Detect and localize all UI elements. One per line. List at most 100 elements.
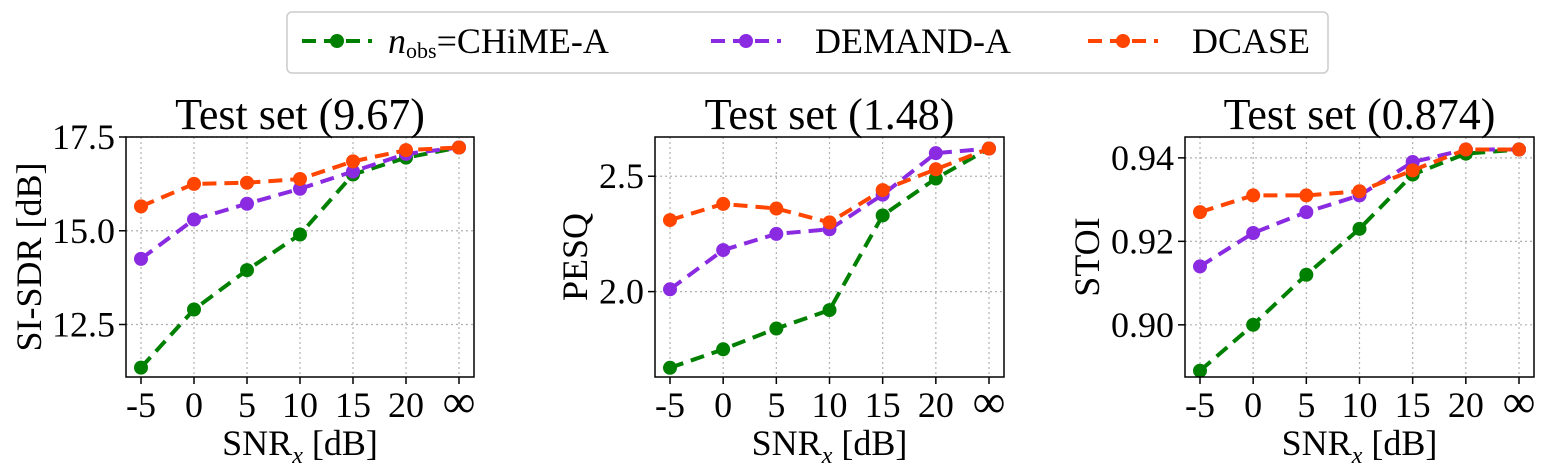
x-axis-label: SNRx [dB] [752, 423, 908, 469]
data-point-dcase [769, 201, 784, 216]
x-tick-label: 20 [388, 385, 424, 425]
data-point-dcase [928, 162, 943, 177]
data-point-dcase [240, 175, 254, 190]
chart-title: Test set (9.67) [175, 90, 425, 139]
chart-title: Test set (1.48) [705, 90, 955, 139]
x-axis-label-sub: x [1351, 443, 1363, 469]
data-point-demand [1246, 226, 1261, 240]
data-point-chime [1193, 363, 1207, 378]
legend-label-demand: DEMAND-A [815, 21, 1011, 61]
x-axis-label-unit: [dB] [303, 423, 378, 463]
data-point-dcase [663, 213, 677, 228]
data-point-dcase [875, 183, 890, 198]
data-point-dcase [982, 141, 996, 156]
data-point-demand [928, 146, 943, 161]
x-tick-label: 10 [282, 385, 318, 425]
legend-entry-dcase: DCASE [1088, 21, 1310, 61]
x-tick-label: 10 [1342, 385, 1378, 425]
x-axis-label-sub: x [291, 443, 303, 469]
x-axis-label-main: SNR [222, 423, 292, 463]
data-point-chime [1299, 267, 1314, 282]
y-tick-label: 0.92 [1111, 221, 1174, 261]
legend-label-chime-prefix: n [388, 21, 406, 61]
legend-marker-dcase [1116, 34, 1130, 48]
x-axis-label-main: SNR [752, 423, 822, 463]
x-tick-label: 0 [185, 385, 203, 425]
y-axis-label: SI-SDR [dB] [9, 162, 49, 351]
x-tick-label: ∞ [973, 376, 1006, 427]
data-point-dcase [1405, 163, 1420, 178]
x-tick-label: 10 [812, 385, 848, 425]
x-axis-label: SNRx [dB] [222, 423, 378, 469]
chart-panel-3: -5 0 5 10 15 20 ∞ 0.90 0.92 0.94 Test set (0.874) S… [1067, 90, 1535, 469]
x-tick-label: 20 [918, 385, 954, 425]
x-tick-label: -5 [126, 385, 156, 425]
chart-title: Test set (0.874) [1224, 90, 1496, 139]
legend-marker-demand [739, 34, 753, 48]
x-tick-label: 15 [1395, 385, 1431, 425]
y-tick-label: 15.0 [52, 211, 115, 251]
y-tick-label: 17.5 [52, 117, 115, 157]
legend-label-dcase: DCASE [1192, 21, 1310, 61]
data-point-dcase [1512, 142, 1526, 157]
data-point-dcase [1299, 188, 1314, 203]
data-point-demand [663, 282, 677, 297]
data-point-demand [1193, 259, 1207, 274]
data-point-chime [134, 360, 148, 375]
x-axis-label-sub: x [821, 443, 833, 469]
legend-label-chime: nobs=CHiME-A [388, 21, 609, 63]
legend: nobs=CHiME-A DEMAND-A DCASE [286, 11, 1329, 74]
x-tick-label: ∞ [1503, 376, 1536, 427]
data-point-chime [716, 342, 731, 357]
data-point-dcase [1352, 184, 1367, 199]
x-tick-label: -5 [1185, 385, 1215, 425]
legend-entry-demand: DEMAND-A [711, 21, 1011, 61]
legend-label-chime-text: =CHiME-A [437, 21, 609, 61]
data-point-dcase [1193, 205, 1207, 220]
data-point-chime [187, 302, 201, 317]
y-tick-label: 2.0 [599, 272, 644, 312]
legend-frame [286, 11, 1329, 74]
series-line-dcase [669, 146, 990, 225]
data-point-demand [716, 243, 731, 258]
legend-entry-chime: nobs=CHiME-A [302, 21, 609, 63]
x-axis-label-unit: [dB] [832, 423, 907, 463]
data-point-chime [293, 227, 307, 242]
x-tick-label: 15 [865, 385, 901, 425]
x-tick-label: -5 [655, 385, 685, 425]
data-point-dcase [452, 140, 466, 155]
data-point-chime [1352, 221, 1367, 236]
legend-marker-chime [330, 34, 344, 48]
y-axis-label: PESQ [555, 213, 595, 301]
x-axis-label: SNRx [dB] [1282, 423, 1438, 469]
y-tick-label: 2.5 [599, 156, 644, 196]
chart-panels: -5 0 5 10 15 20 ∞12.515.017.5 Test set (9.67)SN… [9, 90, 1535, 469]
x-tick-label: 0 [714, 385, 732, 425]
data-point-chime [1246, 317, 1261, 332]
data-point-chime [240, 263, 254, 278]
data-point-demand [134, 251, 148, 266]
data-point-dcase [1458, 142, 1473, 157]
data-point-demand [1299, 205, 1314, 220]
data-point-dcase [134, 199, 148, 214]
data-point-dcase [1246, 188, 1261, 203]
y-tick-label: 0.94 [1111, 138, 1174, 178]
x-tick-label: 15 [335, 385, 371, 425]
data-point-dcase [346, 154, 360, 169]
data-point-demand [293, 181, 307, 196]
data-point-demand [187, 212, 201, 227]
x-tick-label: 5 [238, 385, 256, 425]
x-axis-label-main: SNR [1282, 423, 1352, 463]
chart-panel-1: -5 0 5 10 15 20 ∞ 12.5 15.0 17.5 Test set (9.67) SN… [9, 90, 475, 469]
y-tick-label: 0.90 [1111, 305, 1174, 345]
data-point-chime [663, 360, 677, 375]
data-point-demand [769, 226, 784, 241]
x-tick-label: 0 [1244, 385, 1262, 425]
legend-label-chime-sub: obs [406, 38, 437, 63]
data-point-demand [346, 164, 360, 179]
data-point-dcase [399, 143, 413, 158]
data-point-dcase [293, 172, 307, 186]
data-point-chime [822, 303, 837, 318]
data-point-dcase [716, 196, 731, 211]
